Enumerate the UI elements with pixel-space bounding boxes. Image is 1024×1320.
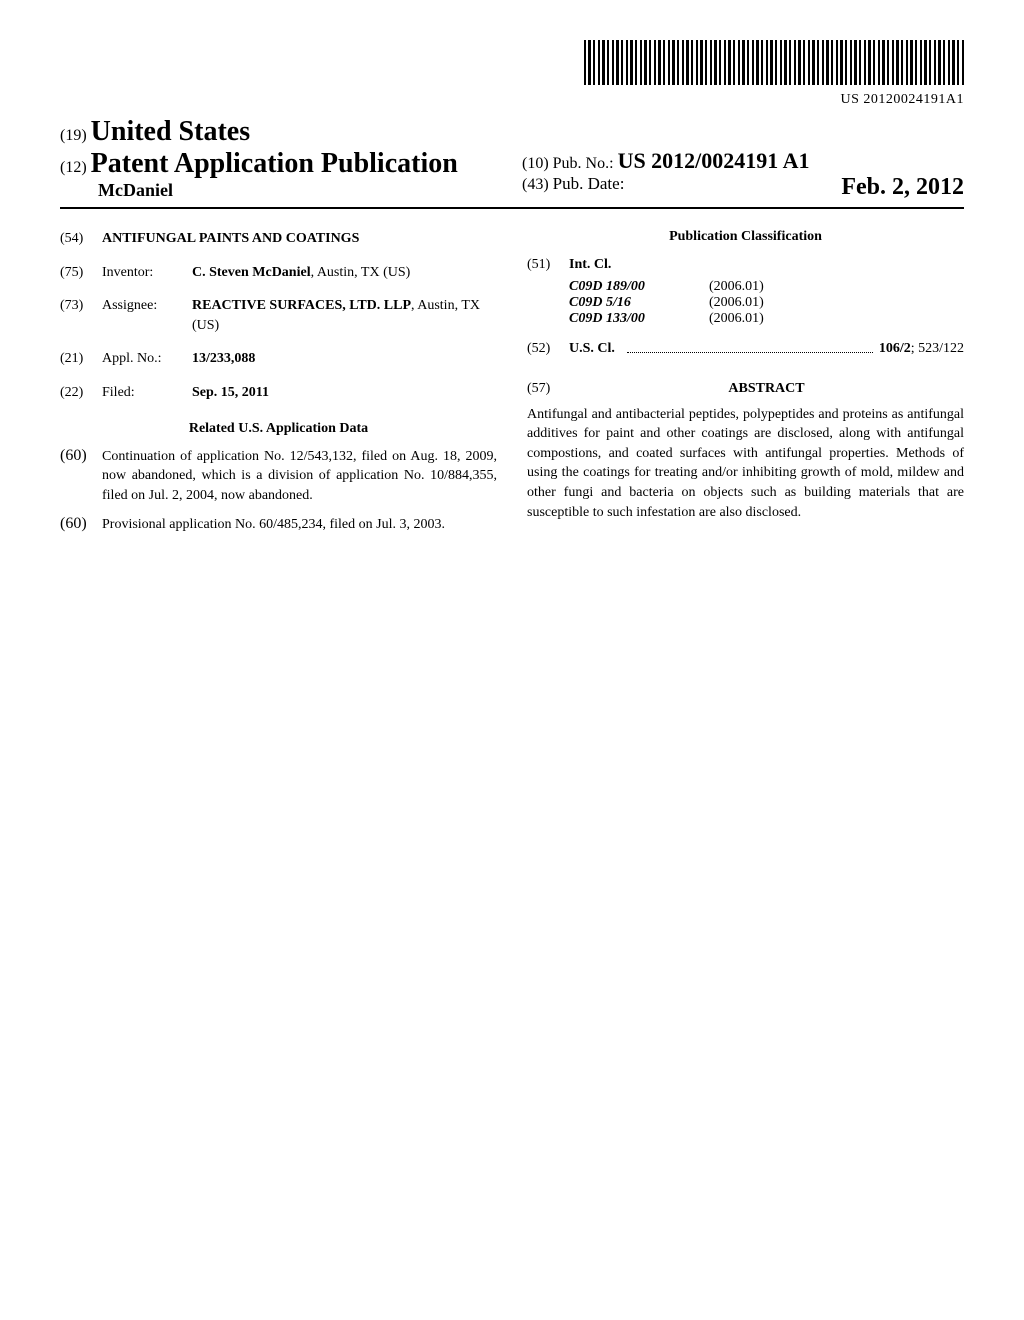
related-code-1: (60)	[60, 447, 102, 506]
uscl-value: 106/2; 523/122	[879, 341, 964, 357]
pub-no-label: Pub. No.:	[553, 155, 614, 172]
inventor-name: C. Steven McDaniel	[192, 265, 311, 280]
abstract-text: Antifungal and antibacterial peptides, p…	[527, 405, 964, 523]
intcl-entry-code-0: C09D 189/00	[569, 279, 709, 295]
related-text-1: Continuation of application No. 12/543,1…	[102, 447, 497, 506]
applno-label: Appl. No.:	[102, 349, 192, 369]
left-column: (54) ANTIFUNGAL PAINTS AND COATINGS (75)…	[60, 229, 497, 545]
barcode-graphic	[584, 40, 964, 85]
pub-date-left: (43) Pub. Date:	[522, 174, 624, 201]
intcl-label: Int. Cl.	[569, 255, 611, 275]
uscl-dots	[627, 341, 873, 353]
intcl-row: (51) Int. Cl.	[527, 255, 964, 275]
inventor-value: C. Steven McDaniel, Austin, TX (US)	[192, 263, 497, 283]
filed-row: (22) Filed: Sep. 15, 2011	[60, 383, 497, 403]
uscl-value-bold: 106/2	[879, 341, 911, 356]
pub-type: Patent Application Publication	[91, 148, 458, 179]
barcode-text: US 20120024191A1	[60, 92, 964, 108]
columns: (54) ANTIFUNGAL PAINTS AND COATINGS (75)…	[60, 229, 964, 545]
assignee-code: (73)	[60, 296, 102, 335]
divider	[60, 207, 964, 209]
assignee-value: REACTIVE SURFACES, LTD. LLP, Austin, TX …	[192, 296, 497, 335]
header-row: (19) United States (12) Patent Applicati…	[60, 116, 964, 201]
filed-label: Filed:	[102, 383, 192, 403]
inventor-row: (75) Inventor: C. Steven McDaniel, Austi…	[60, 263, 497, 283]
author-line: McDaniel	[98, 180, 502, 201]
pub-date-line: (43) Pub. Date: Feb. 2, 2012	[522, 174, 964, 201]
intcl-entry-year-0: (2006.01)	[709, 279, 764, 295]
abstract-heading: ABSTRACT	[569, 381, 964, 397]
header-right: (10) Pub. No.: US 2012/0024191 A1 (43) P…	[502, 148, 964, 201]
uscl-value-rest: ; 523/122	[911, 341, 964, 356]
uscl-code: (52)	[527, 341, 569, 357]
intcl-code: (51)	[527, 255, 569, 275]
pub-date-value: Feb. 2, 2012	[841, 174, 964, 201]
abstract-code: (57)	[527, 381, 569, 405]
pub-no-code: (10)	[522, 155, 549, 172]
title-row: (54) ANTIFUNGAL PAINTS AND COATINGS	[60, 229, 497, 249]
header-left: (19) United States (12) Patent Applicati…	[60, 116, 502, 201]
intcl-entry-code-1: C09D 5/16	[569, 295, 709, 311]
intcl-entry-year-2: (2006.01)	[709, 311, 764, 327]
title-code: (54)	[60, 229, 102, 249]
filed-value: Sep. 15, 2011	[192, 383, 497, 403]
related-row-1: (60) Continuation of application No. 12/…	[60, 447, 497, 506]
assignee-label: Assignee:	[102, 296, 192, 335]
intcl-entry-2: C09D 133/00 (2006.01)	[569, 311, 964, 327]
filed-code: (22)	[60, 383, 102, 403]
assignee-name: REACTIVE SURFACES, LTD. LLP	[192, 298, 411, 313]
related-heading: Related U.S. Application Data	[60, 421, 497, 437]
intcl-block: C09D 189/00 (2006.01) C09D 5/16 (2006.01…	[569, 279, 964, 327]
title-value: ANTIFUNGAL PAINTS AND COATINGS	[102, 229, 359, 249]
country-code: (19)	[60, 127, 87, 144]
classification-heading: Publication Classification	[527, 229, 964, 245]
inventor-suffix: , Austin, TX (US)	[311, 265, 411, 280]
intcl-entry-0: C09D 189/00 (2006.01)	[569, 279, 964, 295]
inventor-code: (75)	[60, 263, 102, 283]
applno-value: 13/233,088	[192, 349, 497, 369]
pub-no-line: (10) Pub. No.: US 2012/0024191 A1	[522, 148, 964, 174]
country-line: (19) United States	[60, 116, 502, 148]
pub-no-value: US 2012/0024191 A1	[618, 148, 810, 173]
uscl-row: (52) U.S. Cl. 106/2; 523/122	[527, 341, 964, 357]
related-row-2: (60) Provisional application No. 60/485,…	[60, 515, 497, 535]
related-code-2: (60)	[60, 515, 102, 535]
right-column: Publication Classification (51) Int. Cl.…	[527, 229, 964, 545]
pub-date-label: Pub. Date:	[553, 174, 625, 193]
uscl-label: U.S. Cl.	[569, 341, 615, 357]
related-text-2: Provisional application No. 60/485,234, …	[102, 515, 445, 535]
intcl-entry-year-1: (2006.01)	[709, 295, 764, 311]
applno-code: (21)	[60, 349, 102, 369]
assignee-row: (73) Assignee: REACTIVE SURFACES, LTD. L…	[60, 296, 497, 335]
intcl-entry-code-2: C09D 133/00	[569, 311, 709, 327]
barcode-section: US 20120024191A1	[60, 40, 964, 108]
pub-type-code: (12)	[60, 159, 87, 176]
country-name: United States	[91, 116, 250, 147]
pub-type-line: (12) Patent Application Publication	[60, 148, 502, 180]
applno-row: (21) Appl. No.: 13/233,088	[60, 349, 497, 369]
abstract-heading-row: (57) ABSTRACT	[527, 381, 964, 405]
intcl-entry-1: C09D 5/16 (2006.01)	[569, 295, 964, 311]
pub-date-code: (43)	[522, 176, 549, 193]
inventor-label: Inventor:	[102, 263, 192, 283]
